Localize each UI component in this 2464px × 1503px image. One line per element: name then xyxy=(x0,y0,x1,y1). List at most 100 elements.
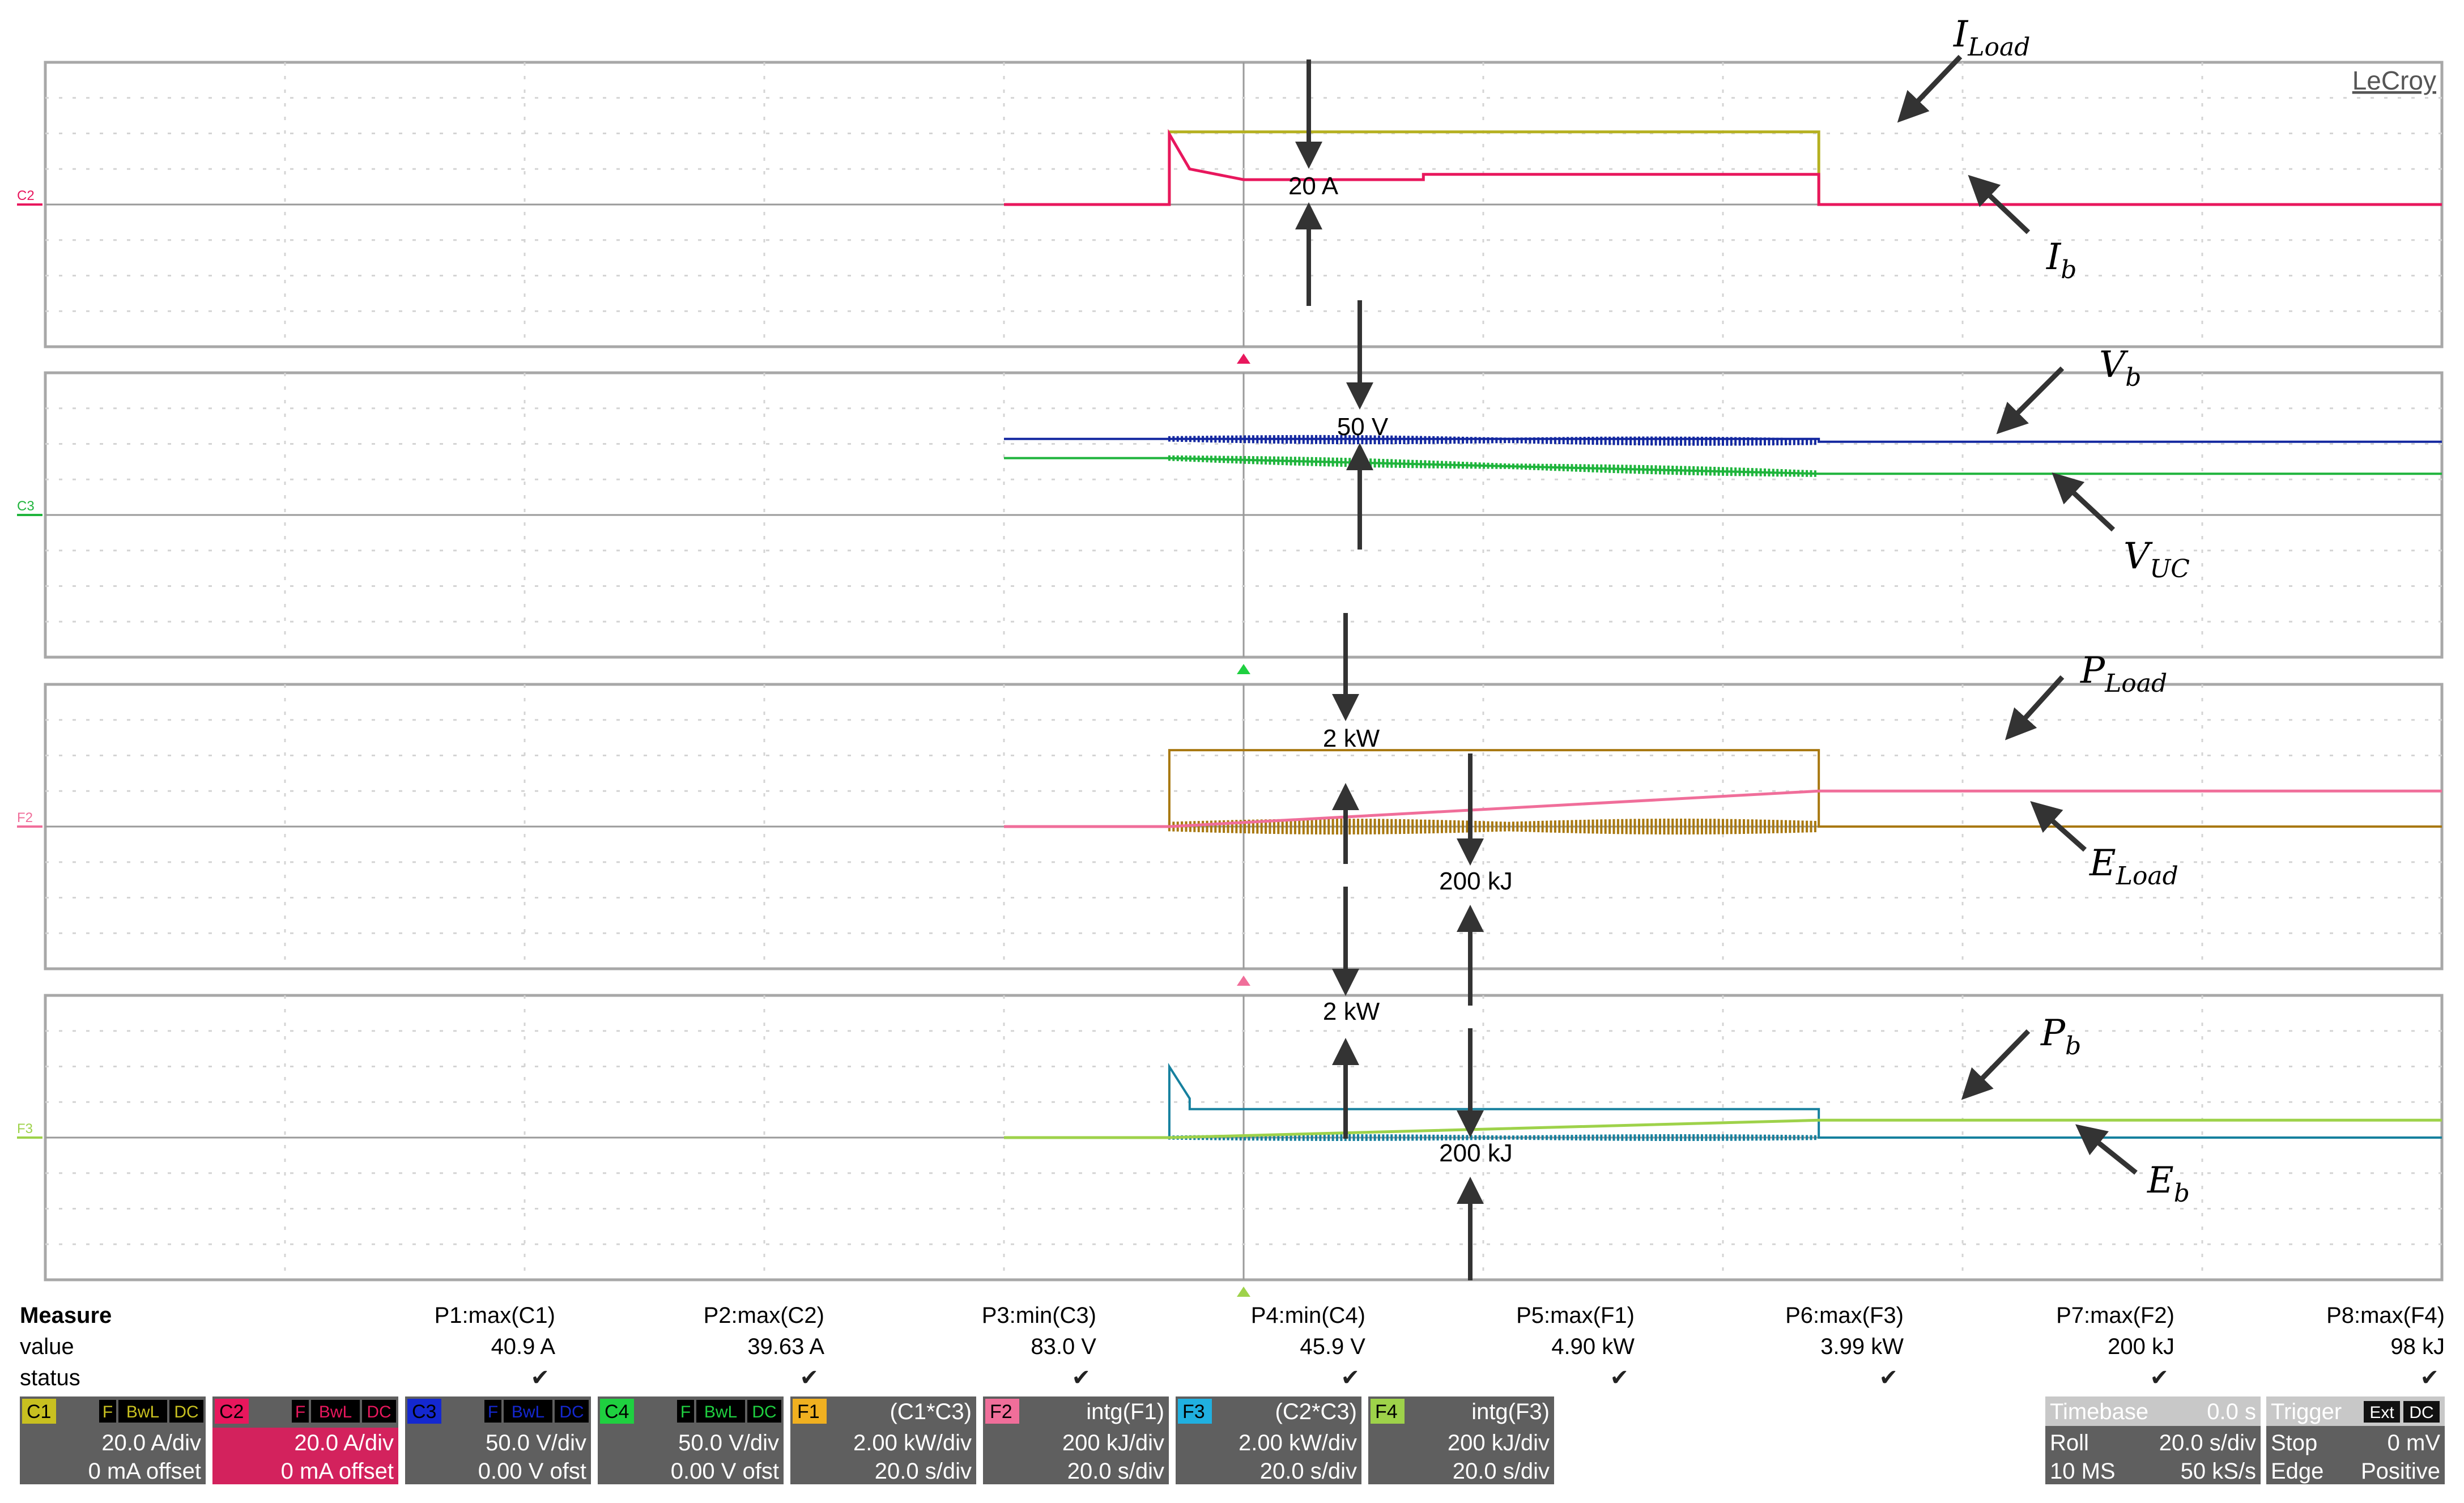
label-main: I xyxy=(1953,14,1969,56)
channel-box-highlight xyxy=(212,1428,398,1484)
pointer-i-b xyxy=(1968,174,2031,235)
channel-flag: DC xyxy=(174,1403,198,1421)
trigger-label: Trigger xyxy=(2271,1399,2342,1424)
timebase-box[interactable]: Timebase 0.0 s Roll 20.0 s/div 10 MS 50 kS/s xyxy=(2045,1396,2261,1484)
measure-param-name: P3:min(C3) xyxy=(982,1303,1096,1328)
timebase-delay: 0.0 s xyxy=(2207,1399,2256,1424)
channel-tag: F1 xyxy=(797,1401,820,1423)
measure-param-name: P6:max(F3) xyxy=(1785,1303,1904,1328)
trigger-position-marker xyxy=(1237,976,1250,986)
channel-scale: 200 kJ/div xyxy=(1448,1430,1550,1455)
channel-flag-chip xyxy=(555,1400,589,1423)
trace-v-uc xyxy=(1004,457,2442,475)
status-check-icon: ✔ xyxy=(1071,1365,1091,1391)
trace-e-load xyxy=(1004,789,2442,828)
channel-tag-chip xyxy=(985,1399,1019,1424)
channel-box-f1[interactable]: F1 (C1*C3) 2.00 kW/div 20.0 s/div xyxy=(790,1396,976,1484)
channel-scale: 2.00 kW/div xyxy=(853,1430,972,1455)
measure-row-label: value xyxy=(20,1334,74,1359)
channel-marker-label: C3 xyxy=(17,499,35,514)
channel-scale: 50.0 V/div xyxy=(486,1430,586,1455)
channel-flag: F xyxy=(680,1403,691,1421)
measure-param-name: P4:min(C4) xyxy=(1251,1303,1365,1328)
measure-param-value: 3.99 kW xyxy=(1820,1334,1904,1359)
channel-offset: 20.0 s/div xyxy=(1453,1459,1550,1484)
channel-tag: F3 xyxy=(1182,1401,1205,1423)
label-subscript: Load xyxy=(2104,669,2167,698)
scale-label-current: 20 A xyxy=(1288,172,1339,200)
channel-flag: BwL xyxy=(319,1403,352,1421)
channel-box-f2[interactable]: F2 intg(F1) 200 kJ/div 20.0 s/div xyxy=(983,1396,1169,1484)
measure-param-name: P7:max(F2) xyxy=(2056,1303,2174,1328)
channel-flag: BwL xyxy=(512,1403,544,1421)
channel-flag: BwL xyxy=(126,1403,159,1421)
channel-offset: 0 mA offset xyxy=(88,1459,201,1484)
channel-tag: F2 xyxy=(990,1401,1012,1423)
measure-row-label: status xyxy=(20,1365,80,1390)
channel-offset: 20.0 s/div xyxy=(1067,1459,1164,1484)
channel-offset: 0.00 V ofst xyxy=(671,1459,779,1484)
channel-marker-label: C2 xyxy=(17,188,35,203)
label-subscript: b xyxy=(2065,1032,2081,1061)
channel-flag-chip xyxy=(169,1400,203,1423)
measure-table: Measure value status P1:max(C1) 40.9 A ✔ P2:ma… xyxy=(20,1303,2445,1391)
channel-flag: DC xyxy=(559,1403,584,1421)
trace-ripple-v-uc xyxy=(1168,455,1816,477)
timebase-per-div: 20.0 s/div xyxy=(2159,1430,2256,1455)
channel-marker-label: F3 xyxy=(17,1121,33,1136)
label-e-load: ELoad xyxy=(2089,842,2178,891)
timebase-label: Timebase xyxy=(2050,1399,2148,1424)
measure-param-value: 200 kJ xyxy=(2108,1334,2174,1359)
channel-tag-chip xyxy=(22,1399,56,1424)
status-check-icon: ✔ xyxy=(2420,1365,2439,1391)
channel-tag-chip xyxy=(407,1399,441,1424)
channel-box-c2[interactable]: C2 F BwL DC 20.0 A/div 0 mA offset xyxy=(212,1396,398,1484)
label-main: I xyxy=(2046,236,2062,278)
label-subscript: UC xyxy=(2150,555,2190,584)
trace-v-b xyxy=(1004,437,2442,443)
panel-1: C2 xyxy=(17,61,2444,364)
trigger-box[interactable]: Trigger Ext DC Stop 0 mV Edge Positive xyxy=(2266,1396,2445,1484)
channel-tag-chip xyxy=(1178,1399,1212,1424)
math-function: (C1*C3) xyxy=(890,1399,972,1424)
timebase-mode: Roll xyxy=(2050,1430,2089,1455)
trigger-type: Edge xyxy=(2271,1459,2323,1484)
channel-flag-chip xyxy=(677,1400,694,1423)
status-check-icon: ✔ xyxy=(1610,1365,1629,1391)
scale-label-power: 2 kW xyxy=(1323,725,1380,752)
measure-param-name: P1:max(C1) xyxy=(435,1303,555,1328)
channel-box-c3[interactable]: C3 F BwL DC 50.0 V/div 0.00 V ofst xyxy=(405,1396,591,1484)
measure-param-value: 83.0 V xyxy=(1031,1334,1096,1359)
pointer-v-b xyxy=(1996,366,2065,435)
panel-4: F3 xyxy=(17,994,2444,1297)
channel-box-f3[interactable]: F3 (C2*C3) 2.00 kW/div 20.0 s/div xyxy=(1176,1396,1361,1484)
channel-flag-chip xyxy=(99,1400,116,1423)
channel-box-f4[interactable]: F4 intg(F3) 200 kJ/div 20.0 s/div xyxy=(1368,1396,1554,1484)
channel-tag-chip xyxy=(1371,1399,1405,1424)
status-check-icon: ✔ xyxy=(1879,1365,1898,1391)
label-subscript: b xyxy=(2174,1179,2190,1208)
label-v-uc: VUC xyxy=(2123,535,2190,584)
channel-flag-chip xyxy=(504,1400,552,1423)
channel-flag: F xyxy=(488,1403,498,1421)
panel-3: F2 xyxy=(17,683,2444,986)
trigger-state: Stop xyxy=(2271,1430,2317,1455)
channel-tag-chip xyxy=(793,1399,827,1424)
channel-offset: 0.00 V ofst xyxy=(478,1459,586,1484)
label-p-load: PLoad xyxy=(2080,650,2167,698)
label-subscript: b xyxy=(2061,256,2076,284)
trace-p-b xyxy=(1004,1062,2442,1139)
channel-flag-chip xyxy=(118,1400,167,1423)
channel-box-c1[interactable]: C1 F BwL DC 20.0 A/div 0 mA offset xyxy=(20,1396,206,1484)
channel-scale: 20.0 A/div xyxy=(294,1430,394,1455)
math-function: intg(F3) xyxy=(1471,1399,1550,1424)
pointer-p-b xyxy=(1961,1029,2031,1100)
label-main: V xyxy=(2123,535,2153,577)
channel-flag-chip xyxy=(292,1400,309,1423)
label-main: E xyxy=(2089,842,2116,884)
status-check-icon: ✔ xyxy=(2150,1365,2169,1391)
channel-flag-chip xyxy=(484,1400,501,1423)
channel-tag-chip xyxy=(600,1399,634,1424)
channel-box-c4[interactable]: C4 F BwL DC 50.0 V/div 0.00 V ofst xyxy=(598,1396,784,1484)
